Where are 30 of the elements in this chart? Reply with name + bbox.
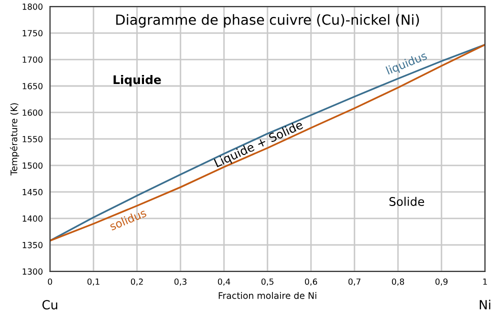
text: Diagramme de phase cuivre (Cu)-nickel (Ni)	[116, 14, 419, 28]
x-tick-label: 0,2	[130, 278, 143, 286]
y-tick-label: 1400	[22, 215, 42, 222]
x-tick-label: 0,1	[87, 278, 100, 286]
text: Ni	[480, 300, 490, 310]
y-tick-label: 1350	[22, 242, 42, 248]
y-tick-label: 1550	[22, 136, 42, 142]
annotation: Liquide	[114, 74, 161, 86]
y-tick-label: 1300	[22, 268, 42, 275]
x-tick-label: 0,6	[304, 278, 318, 286]
x-axis-title: Fraction molaire de Ni	[218, 292, 316, 299]
x-tick-label: 0,4	[218, 278, 230, 286]
x-tick-label: 0,7	[348, 278, 360, 286]
y-tick-label: 1750	[22, 30, 42, 36]
y-tick-label: 1700	[22, 56, 42, 63]
text: Cu	[42, 300, 58, 310]
x-tick-label: 0,8	[392, 278, 404, 286]
y-tick-label: 1600	[22, 109, 42, 116]
y-tick-label: 1800	[22, 4, 42, 10]
y-axis-title: Température (K)	[10, 103, 20, 176]
line-series	[50, 44, 485, 242]
x-tick-label: 0,3	[174, 278, 186, 286]
y-tick-label: 1450	[22, 188, 42, 196]
x-tick-label: 1	[483, 278, 487, 285]
y-tick-label: 1500	[22, 162, 42, 169]
x-tick-label: 0,9	[435, 278, 448, 286]
x-tick-label: 0	[48, 278, 52, 285]
x-tick-label: 0,5	[261, 278, 274, 286]
y-tick-label: 1650	[22, 82, 42, 90]
annotation: Solide	[389, 196, 424, 206]
